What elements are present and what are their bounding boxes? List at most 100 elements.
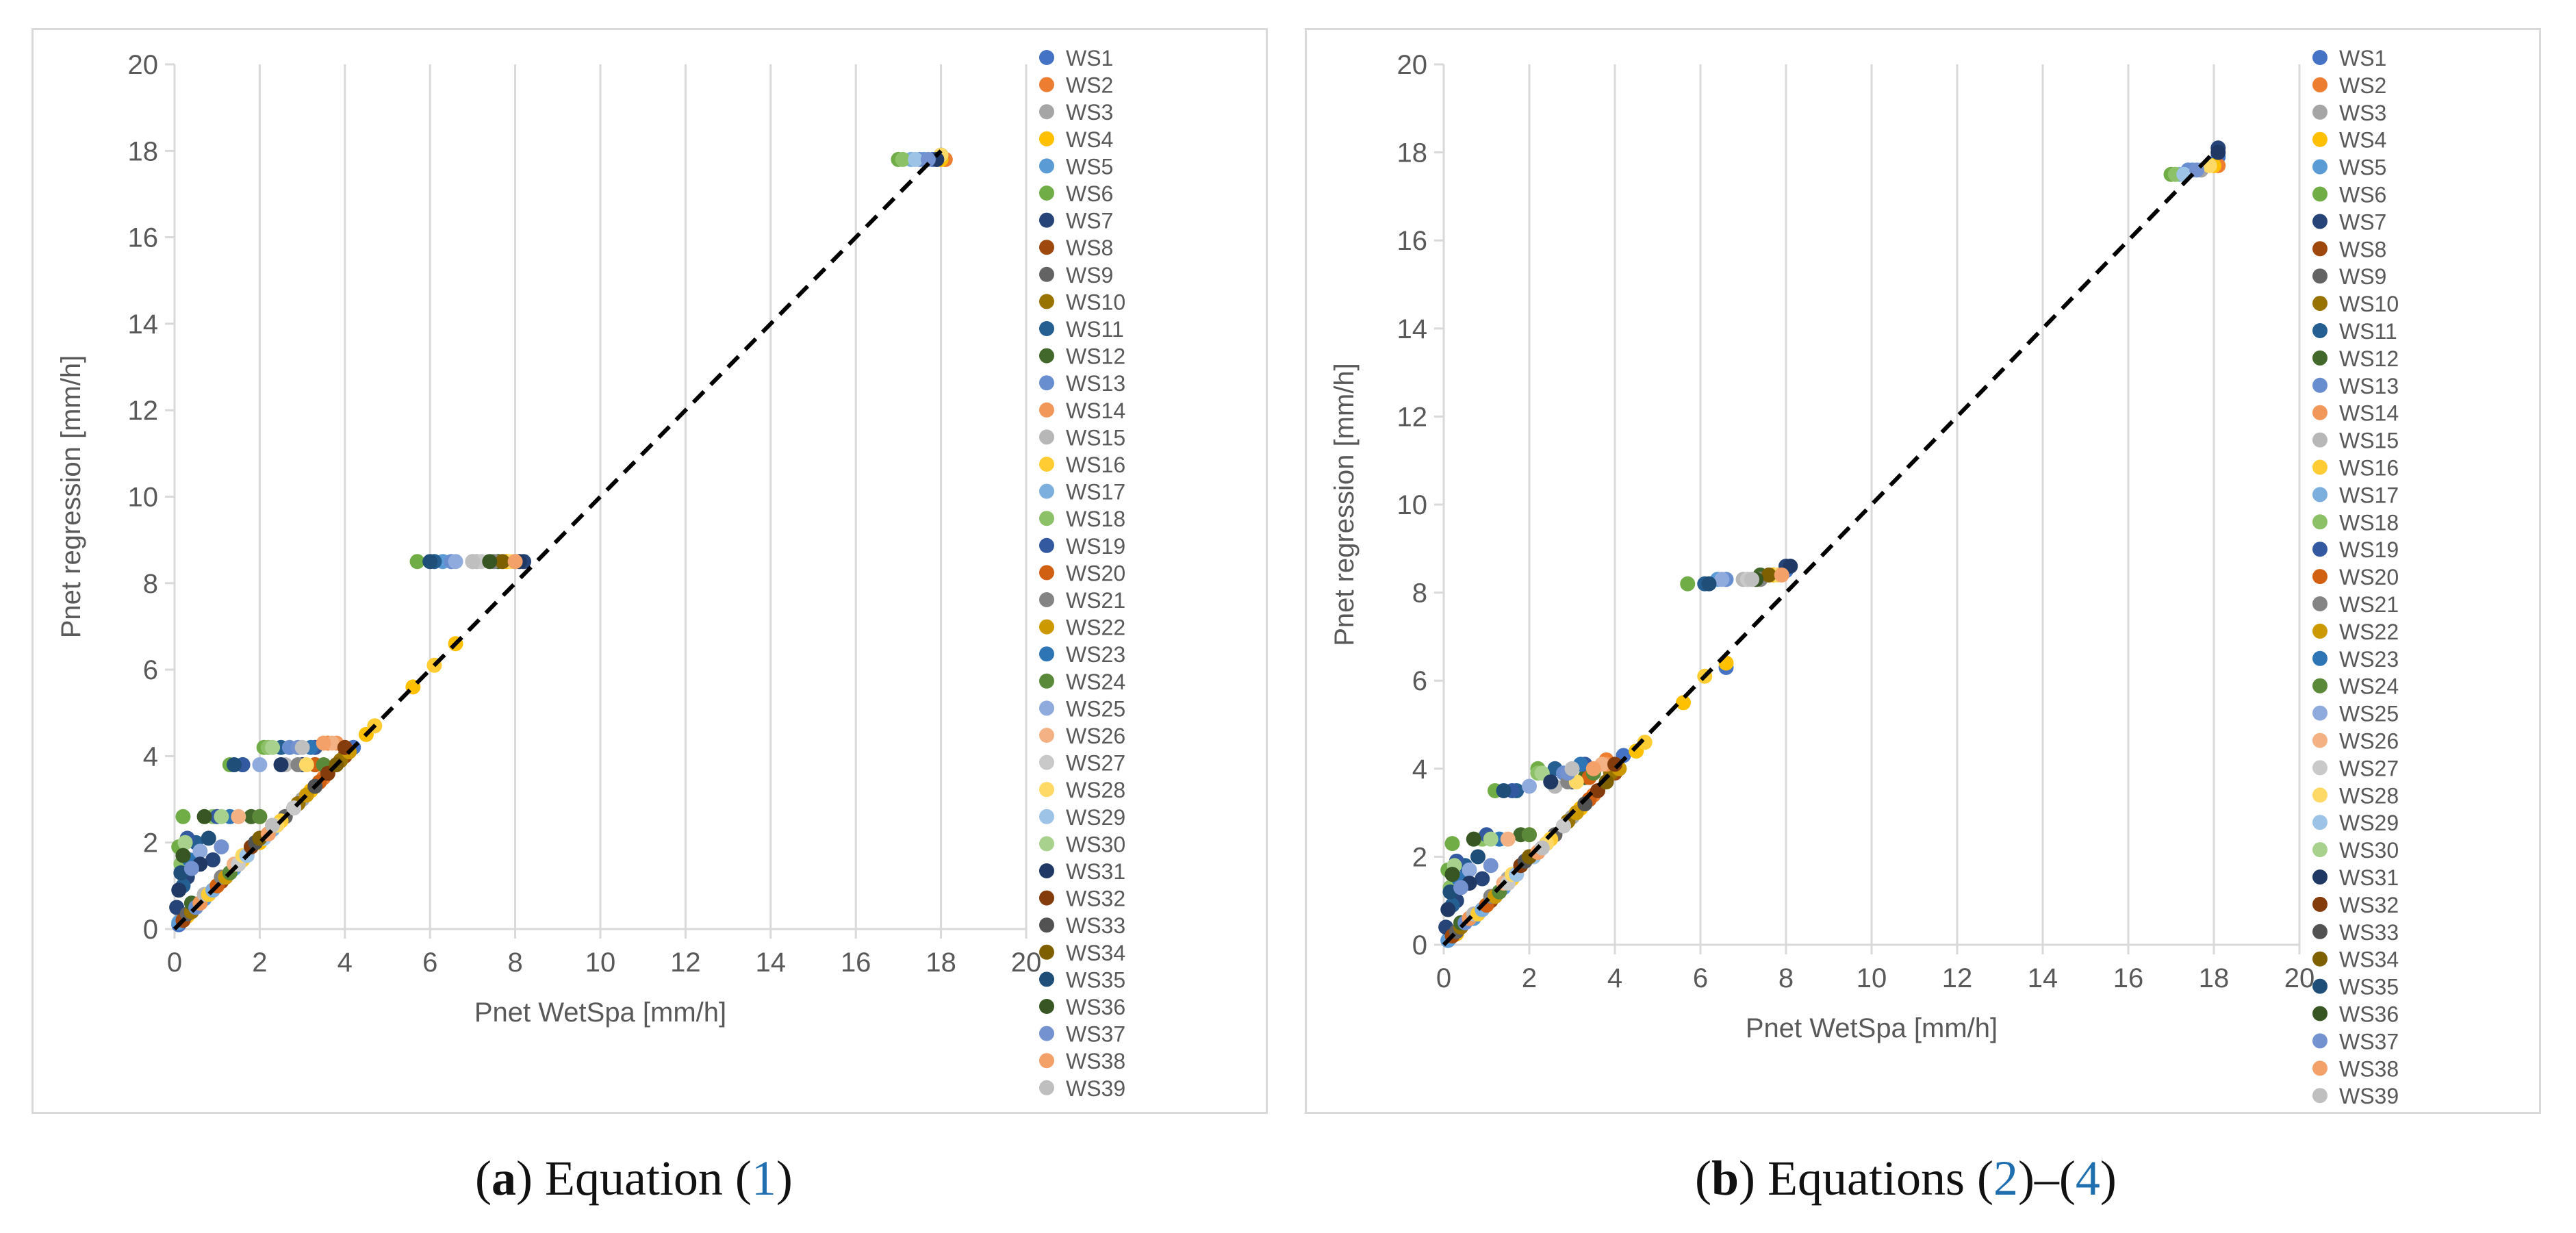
data-point-ws37 <box>214 839 229 855</box>
equation-ref[interactable]: 2 <box>1993 1151 2018 1206</box>
data-point-ws34 <box>1598 774 1614 790</box>
legend-label: WS15 <box>1066 425 1125 450</box>
legend-label: WS39 <box>1066 1076 1125 1101</box>
y-tick-label: 12 <box>1397 402 1428 432</box>
legend-marker <box>2312 377 2328 393</box>
data-point-ws7 <box>1475 871 1490 887</box>
legend-marker <box>2312 405 2328 420</box>
legend-label: WS19 <box>2339 537 2399 562</box>
legend-marker <box>1039 429 1054 445</box>
legend-label: WS30 <box>1066 832 1125 856</box>
legend-label: WS29 <box>2339 811 2399 835</box>
legend-label: WS32 <box>2339 893 2399 917</box>
equation-ref[interactable]: 4 <box>2075 1151 2100 1206</box>
data-point-ws25 <box>252 757 268 773</box>
legend-label: WS28 <box>2339 783 2399 808</box>
legend-marker <box>1039 104 1054 120</box>
x-axis-title: Pnet WetSpa [mm/h] <box>474 997 726 1028</box>
legend-marker <box>1039 673 1054 689</box>
data-point-ws28 <box>298 757 314 773</box>
legend-marker <box>2312 323 2328 338</box>
data-point-ws16 <box>1637 735 1653 750</box>
legend-marker <box>1039 1080 1054 1095</box>
legend-marker <box>1039 565 1054 581</box>
legend-marker <box>1039 1053 1054 1069</box>
legend-marker <box>2312 77 2328 92</box>
legend-marker <box>1039 619 1054 635</box>
legend-marker <box>2312 432 2328 448</box>
data-point-ws39 <box>265 817 281 833</box>
legend-marker <box>2312 787 2328 803</box>
data-point-ws37 <box>183 861 199 876</box>
data-point-ws33 <box>1577 796 1593 812</box>
y-tick-label: 20 <box>1397 50 1428 80</box>
legend-label: WS15 <box>2339 429 2399 453</box>
legend-label: WS24 <box>2339 674 2399 699</box>
x-tick-label: 0 <box>1436 963 1451 993</box>
y-axis-title: Pnet regression [mm/h] <box>56 355 86 639</box>
x-tick-label: 12 <box>1942 963 1973 993</box>
legend-marker <box>1039 592 1054 607</box>
data-point-ws34 <box>494 554 510 570</box>
legend-label: WS35 <box>2339 975 2399 1000</box>
legend-label: WS35 <box>1066 967 1125 992</box>
data-point-ws6 <box>1444 836 1460 852</box>
legend-label: WS14 <box>2339 401 2399 426</box>
x-tick-label: 10 <box>1857 963 1887 993</box>
legend-label: WS23 <box>1066 642 1125 667</box>
x-tick-label: 6 <box>1693 963 1708 993</box>
legend-label: WS27 <box>1066 751 1125 776</box>
y-tick-label: 18 <box>128 136 159 166</box>
legend-label: WS22 <box>2339 620 2399 644</box>
legend-label: WS12 <box>1066 344 1125 369</box>
legend-label: WS19 <box>1066 534 1125 559</box>
data-point-ws31 <box>2210 144 2226 160</box>
legend-marker <box>1039 944 1054 960</box>
legend-label: WS7 <box>1066 209 1113 233</box>
legend-label: WS10 <box>1066 290 1125 314</box>
legend-marker <box>2312 623 2328 639</box>
y-tick-label: 18 <box>1397 138 1428 168</box>
legend-marker <box>1039 863 1054 878</box>
data-point-ws24 <box>1522 827 1537 843</box>
data-point-ws30 <box>177 835 193 850</box>
legend-marker <box>2312 542 2328 557</box>
legend-marker <box>2312 1088 2328 1104</box>
legend-marker <box>2312 186 2328 202</box>
legend-marker <box>1039 537 1054 553</box>
legend-marker <box>1039 809 1054 824</box>
data-point-ws32 <box>1607 757 1622 772</box>
legend-marker <box>1039 375 1054 391</box>
legend-label: WS37 <box>2339 1029 2399 1054</box>
legend-label: WS5 <box>2339 155 2386 180</box>
legend-marker <box>1039 186 1054 201</box>
data-point-ws25 <box>192 843 208 859</box>
legend-marker <box>1039 321 1054 336</box>
x-tick-label: 18 <box>2199 963 2230 993</box>
x-tick-label: 12 <box>670 948 701 978</box>
legend-marker <box>1039 457 1054 472</box>
data-point-ws31 <box>171 882 187 898</box>
legend-label: WS38 <box>1066 1049 1125 1073</box>
x-axis-title: Pnet WetSpa [mm/h] <box>1746 1013 1998 1043</box>
data-point-ws38 <box>1774 567 1789 583</box>
data-point-ws4 <box>1676 695 1691 711</box>
legend-marker <box>2312 678 2328 694</box>
y-tick-label: 2 <box>143 828 158 859</box>
legend-label: WS5 <box>1066 154 1113 179</box>
legend-marker <box>1039 754 1054 770</box>
legend-label: WS16 <box>1066 453 1125 477</box>
x-tick-label: 16 <box>841 948 871 978</box>
y-tick-label: 10 <box>128 483 159 513</box>
y-tick-label: 16 <box>128 223 159 253</box>
legend-label: WS8 <box>1066 236 1113 260</box>
legend-marker <box>1039 890 1054 906</box>
data-point-ws36 <box>196 809 212 824</box>
y-axis-title: Pnet regression [mm/h] <box>1329 363 1360 646</box>
legend-marker <box>2312 978 2328 994</box>
y-tick-label: 16 <box>1397 226 1428 256</box>
equation-ref[interactable]: 1 <box>751 1151 776 1206</box>
legend-label: WS25 <box>2339 702 2399 726</box>
data-point-ws39 <box>465 554 481 570</box>
data-point-ws30 <box>214 809 229 824</box>
